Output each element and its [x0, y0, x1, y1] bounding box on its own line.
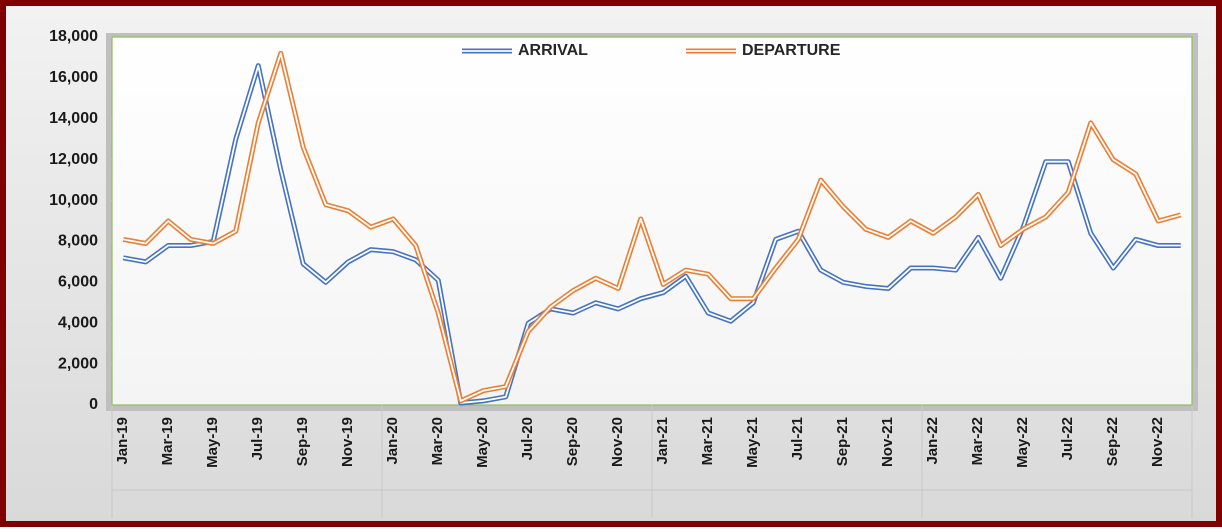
x-tick-label: Nov-21 — [879, 417, 896, 467]
x-tick-label: Sep-19 — [294, 417, 311, 466]
x-tick-label: Mar-21 — [699, 417, 716, 465]
x-tick-label: Mar-22 — [969, 417, 986, 465]
x-tick-label: Nov-20 — [609, 417, 626, 467]
x-tick-label: Sep-20 — [564, 417, 581, 466]
y-tick-label: 2,000 — [58, 355, 98, 372]
x-tick-label: Jul-19 — [249, 417, 266, 460]
y-tick-label: 4,000 — [58, 314, 98, 331]
x-tick-label: Nov-22 — [1149, 417, 1166, 467]
y-tick-label: 16,000 — [49, 69, 98, 86]
y-tick-label: 0 — [89, 396, 98, 413]
line-highlight — [123, 52, 1181, 402]
y-tick-label: 12,000 — [49, 151, 98, 168]
x-tick-label: Jul-20 — [519, 417, 536, 460]
x-tick-label: Jan-21 — [654, 417, 671, 465]
y-tick-label: 8,000 — [58, 233, 98, 250]
y-tick-label: 18,000 — [49, 28, 98, 45]
line-highlight — [123, 64, 1181, 404]
legend-label: ARRIVAL — [518, 42, 588, 59]
x-tick-label: Jul-22 — [1059, 417, 1076, 460]
plot-area — [111, 36, 1193, 406]
x-tick-label: Nov-19 — [339, 417, 356, 467]
x-tick-label: Mar-20 — [429, 417, 446, 465]
x-tick-label: May-22 — [1014, 417, 1031, 468]
x-tick-label: May-20 — [474, 417, 491, 468]
x-tick-label: Jan-19 — [114, 417, 131, 465]
y-tick-label: 6,000 — [58, 274, 98, 291]
x-tick-label: Sep-22 — [1104, 417, 1121, 466]
legend-label: DEPARTURE — [742, 42, 841, 59]
x-tick-label: Jan-22 — [924, 417, 941, 465]
y-tick-label: 10,000 — [49, 192, 98, 209]
x-tick-label: Sep-21 — [834, 417, 851, 466]
x-tick-label: Mar-19 — [159, 417, 176, 465]
y-tick-label: 14,000 — [49, 110, 98, 127]
x-tick-label: May-19 — [204, 417, 221, 468]
x-tick-label: Jan-20 — [384, 417, 401, 465]
x-tick-label: May-21 — [744, 417, 761, 468]
x-tick-label: Jul-21 — [789, 417, 806, 460]
